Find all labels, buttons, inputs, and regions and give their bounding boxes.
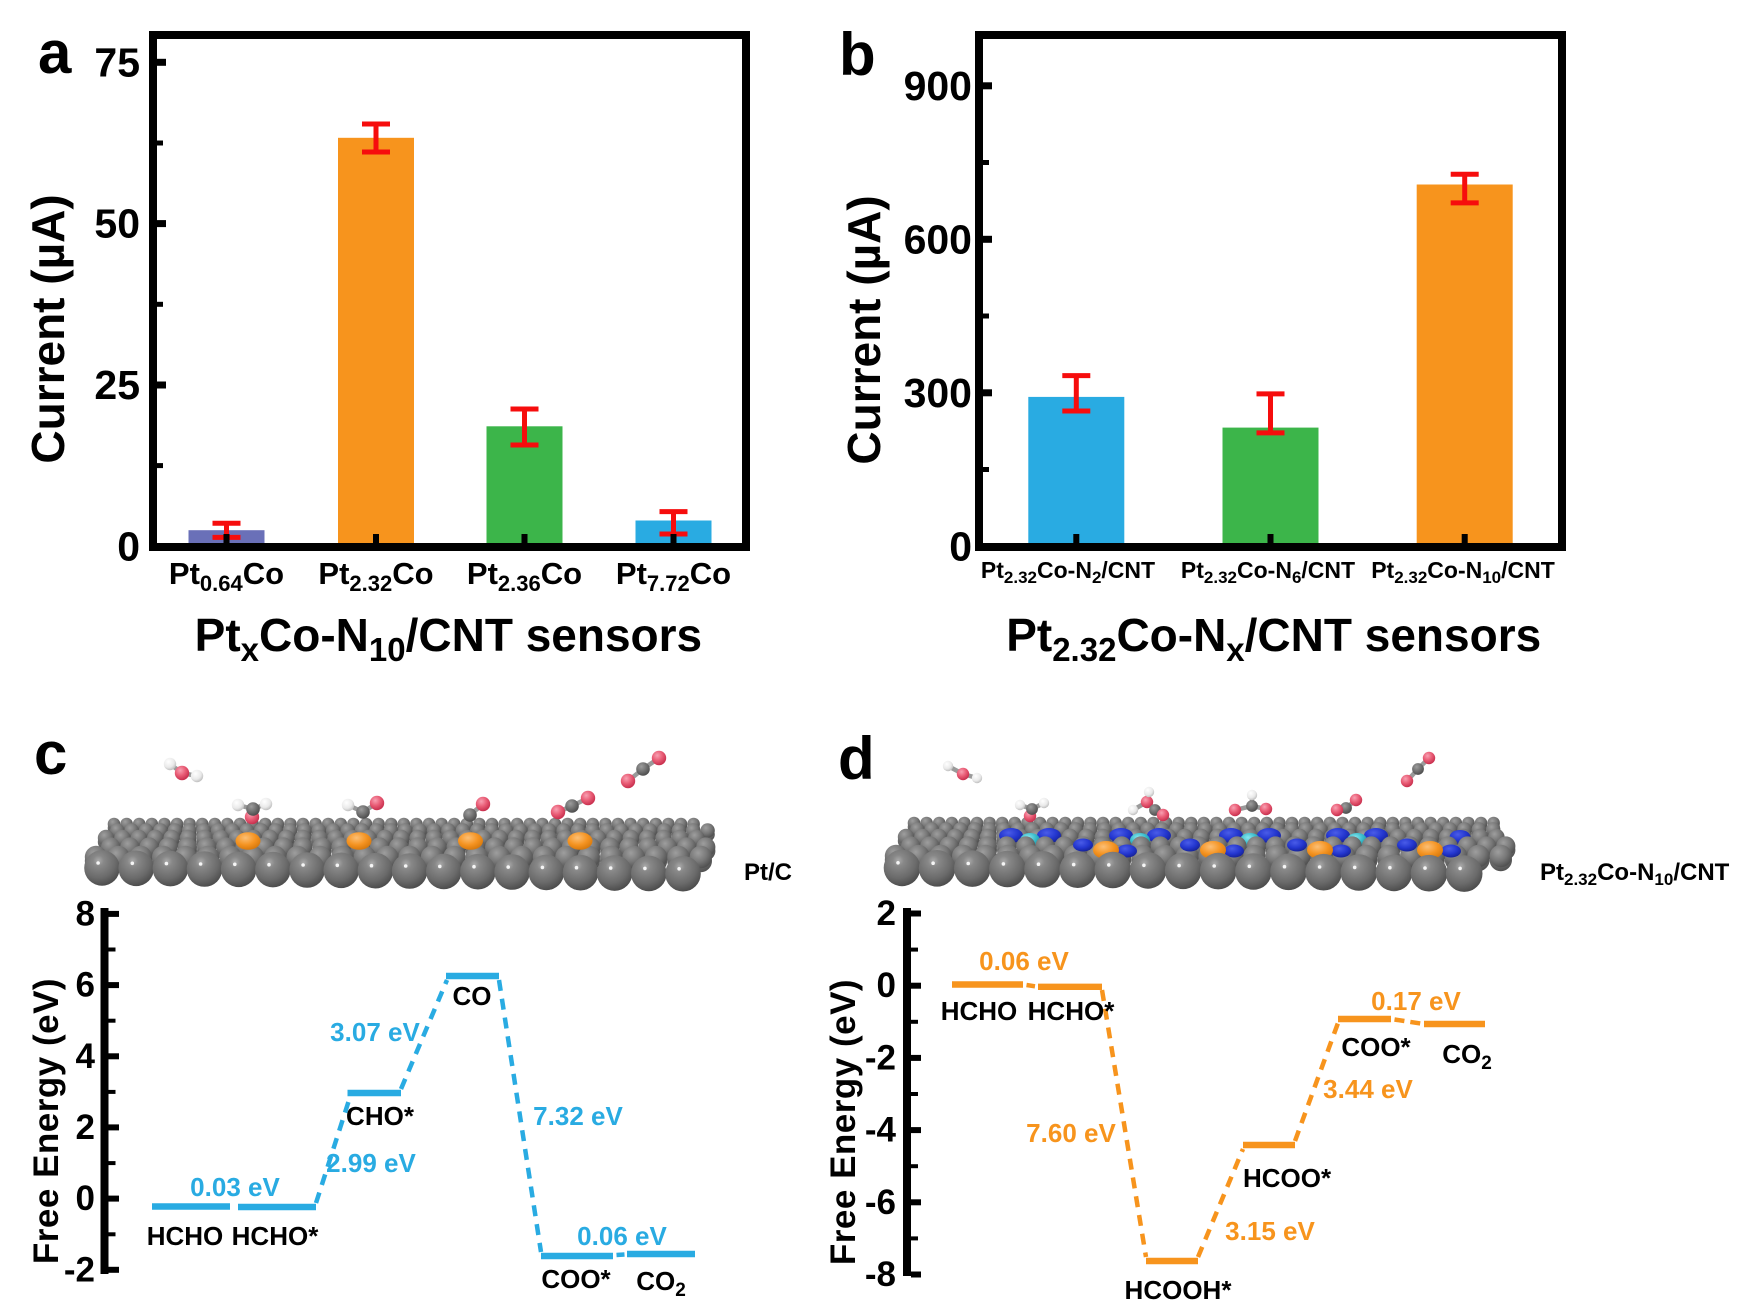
svg-text:0.06 eV: 0.06 eV xyxy=(577,1221,667,1251)
svg-text:-2: -2 xyxy=(64,1250,95,1289)
svg-text:HCOO*: HCOO* xyxy=(1243,1163,1332,1193)
svg-text:Current (µA): Current (µA) xyxy=(838,195,890,464)
svg-text:25: 25 xyxy=(94,362,140,408)
svg-text:0: 0 xyxy=(949,523,972,569)
svg-text:Pt/C: Pt/C xyxy=(744,859,792,886)
svg-text:0: 0 xyxy=(117,523,140,569)
svg-text:HCHO*: HCHO* xyxy=(1028,996,1116,1026)
svg-text:0: 0 xyxy=(877,966,896,1005)
svg-text:300: 300 xyxy=(904,370,972,416)
svg-text:PtxCo-N10/CNT sensors: PtxCo-N10/CNT sensors xyxy=(195,609,702,668)
svg-text:3.44 eV: 3.44 eV xyxy=(1323,1074,1413,1104)
svg-text:CO2: CO2 xyxy=(1442,1039,1492,1074)
svg-text:4: 4 xyxy=(76,1037,96,1076)
svg-text:2: 2 xyxy=(877,894,896,933)
svg-text:CO2: CO2 xyxy=(636,1266,686,1301)
svg-text:2: 2 xyxy=(76,1108,95,1147)
svg-text:HCHO*: HCHO* xyxy=(232,1221,320,1251)
svg-text:Pt2.32Co-N6/CNT: Pt2.32Co-N6/CNT xyxy=(1181,557,1355,587)
svg-text:HCHO: HCHO xyxy=(941,996,1018,1026)
svg-text:Pt2.36Co: Pt2.36Co xyxy=(467,556,582,596)
svg-text:Pt2.32Co-Nx/CNT sensors: Pt2.32Co-Nx/CNT sensors xyxy=(1006,609,1541,668)
svg-text:b: b xyxy=(839,21,876,88)
svg-text:Free Energy (eV): Free Energy (eV) xyxy=(27,978,66,1264)
svg-text:c: c xyxy=(34,720,67,787)
svg-text:0.03 eV: 0.03 eV xyxy=(190,1172,280,1202)
svg-text:Pt2.32Co-N10/CNT: Pt2.32Co-N10/CNT xyxy=(1540,859,1730,889)
svg-text:Current (µA): Current (µA) xyxy=(22,194,74,463)
svg-text:HCOOH*: HCOOH* xyxy=(1125,1275,1233,1305)
svg-text:a: a xyxy=(38,19,72,86)
svg-text:7.60 eV: 7.60 eV xyxy=(1026,1118,1116,1148)
svg-text:-4: -4 xyxy=(865,1111,897,1150)
svg-text:2.99 eV: 2.99 eV xyxy=(326,1148,416,1178)
svg-text:COO*: COO* xyxy=(541,1264,611,1294)
svg-text:600: 600 xyxy=(904,216,972,262)
svg-text:0.17 eV: 0.17 eV xyxy=(1371,986,1461,1016)
svg-text:CHO*: CHO* xyxy=(346,1101,415,1131)
svg-text:7.32 eV: 7.32 eV xyxy=(533,1101,623,1131)
svg-text:Pt7.72Co: Pt7.72Co xyxy=(616,556,731,596)
svg-text:d: d xyxy=(838,725,875,792)
svg-text:Pt2.32Co-N10/CNT: Pt2.32Co-N10/CNT xyxy=(1371,557,1555,587)
svg-text:COO*: COO* xyxy=(1341,1032,1411,1062)
svg-text:0: 0 xyxy=(76,1179,95,1218)
svg-text:75: 75 xyxy=(94,39,140,85)
svg-text:900: 900 xyxy=(904,63,972,109)
svg-text:-2: -2 xyxy=(865,1038,896,1077)
svg-text:8: 8 xyxy=(76,894,95,933)
svg-text:-8: -8 xyxy=(865,1255,896,1294)
svg-text:CO: CO xyxy=(453,981,492,1011)
svg-text:Pt2.32Co-N2/CNT: Pt2.32Co-N2/CNT xyxy=(981,557,1155,587)
svg-text:3.15 eV: 3.15 eV xyxy=(1225,1216,1315,1246)
svg-text:-6: -6 xyxy=(865,1183,896,1222)
svg-text:3.07 eV: 3.07 eV xyxy=(330,1017,420,1047)
svg-text:Pt2.32Co: Pt2.32Co xyxy=(318,556,433,596)
svg-text:Free Energy (eV): Free Energy (eV) xyxy=(824,979,863,1265)
svg-text:0.06 eV: 0.06 eV xyxy=(979,946,1069,976)
svg-text:6: 6 xyxy=(76,966,95,1005)
svg-text:HCHO: HCHO xyxy=(147,1221,224,1251)
svg-text:Pt0.64Co: Pt0.64Co xyxy=(169,556,284,596)
svg-text:50: 50 xyxy=(94,201,140,247)
